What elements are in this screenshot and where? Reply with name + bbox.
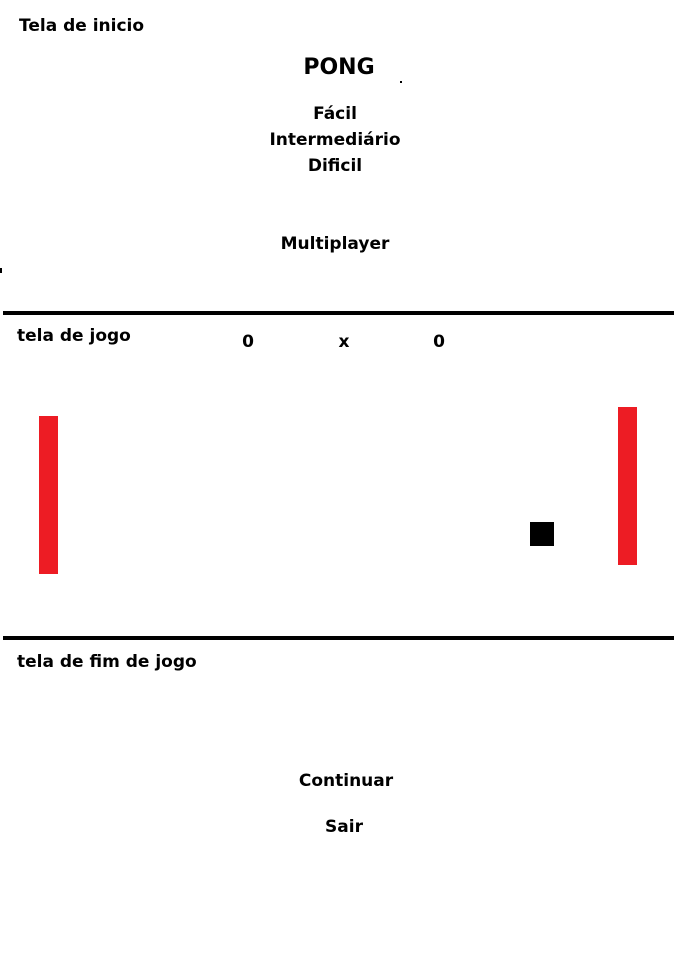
start-screen-label: Tela de inicio: [19, 16, 145, 36]
game-title: PONG: [303, 55, 375, 80]
continue-option[interactable]: Continuar: [298, 771, 394, 791]
score-left: 0: [242, 332, 254, 352]
game-screen-label: tela de jogo: [17, 326, 131, 346]
stray-mark: [400, 81, 402, 83]
stray-mark: [0, 268, 2, 273]
score-right: 0: [433, 332, 445, 352]
difficulty-hard-option[interactable]: Dificil: [307, 156, 363, 176]
end-screen-label: tela de fim de jogo: [17, 652, 197, 672]
right-paddle: [618, 407, 637, 565]
multiplayer-option[interactable]: Multiplayer: [280, 234, 390, 254]
difficulty-easy-option[interactable]: Fácil: [313, 104, 357, 124]
exit-option[interactable]: Sair: [325, 817, 363, 837]
section-divider: [3, 636, 674, 640]
left-paddle: [39, 416, 58, 574]
ball: [530, 522, 554, 546]
difficulty-intermediate-option[interactable]: Intermediário: [269, 130, 401, 150]
score-separator: x: [338, 332, 350, 352]
section-divider: [3, 311, 674, 315]
